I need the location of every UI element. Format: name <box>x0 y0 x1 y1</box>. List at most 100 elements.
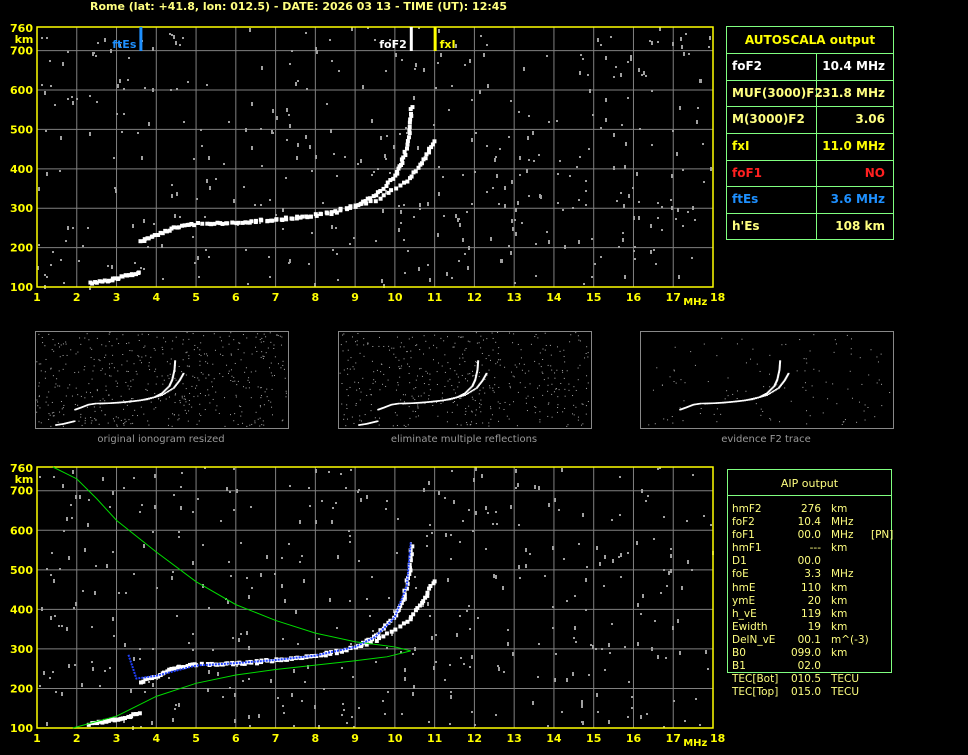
noise-point <box>386 500 388 502</box>
noise-point <box>269 276 271 278</box>
noise-point <box>141 333 143 335</box>
noise-point <box>260 573 262 577</box>
noise-point <box>271 406 273 408</box>
trace-point <box>782 380 785 383</box>
noise-point <box>87 523 89 527</box>
aip-cell: 20 <box>807 594 821 607</box>
noise-point <box>468 509 470 511</box>
noise-point <box>703 515 705 517</box>
noise-point <box>246 631 248 635</box>
noise-point <box>273 347 275 349</box>
noise-point <box>721 337 723 339</box>
noise-point <box>881 405 883 407</box>
trace-point <box>409 552 414 557</box>
noise-point <box>467 373 469 375</box>
noise-point <box>339 372 341 374</box>
trace-point <box>438 400 441 402</box>
noise-point <box>539 421 541 423</box>
noise-point <box>381 363 383 365</box>
noise-point <box>234 693 236 697</box>
trace-point <box>103 402 106 405</box>
noise-point <box>179 44 181 46</box>
trace-point <box>395 169 400 174</box>
noise-point <box>482 339 484 341</box>
noise-point <box>640 715 642 719</box>
aip-cell: Ewidth <box>732 620 768 633</box>
trace-point <box>169 383 172 386</box>
trace-point <box>402 149 407 154</box>
noise-point <box>182 383 184 385</box>
noise-point <box>566 678 568 682</box>
trace-point <box>218 221 223 226</box>
noise-point <box>492 187 494 189</box>
trace-point <box>436 400 439 402</box>
param-value: NO <box>864 165 885 180</box>
noise-point <box>353 368 355 370</box>
noise-point <box>199 392 201 394</box>
noise-point <box>479 406 481 408</box>
x-tick-label: 5 <box>192 291 200 304</box>
noise-point <box>40 422 42 424</box>
noise-point <box>633 216 635 220</box>
aip-cell: --- <box>809 542 821 555</box>
noise-point <box>65 341 67 343</box>
noise-point <box>359 415 361 417</box>
noise-point <box>475 409 477 411</box>
noise-point <box>846 334 848 336</box>
noise-point <box>95 565 97 567</box>
trace-point <box>484 373 487 376</box>
noise-point <box>475 332 477 334</box>
noise-point <box>811 385 813 387</box>
noise-point <box>403 346 405 348</box>
noise-point <box>566 370 568 372</box>
x-tick-label: 18 <box>710 291 725 304</box>
noise-point <box>437 62 439 64</box>
noise-point <box>171 425 173 427</box>
noise-point <box>444 385 446 387</box>
trace-point <box>385 180 390 185</box>
aip-cell: [PN] <box>871 529 894 542</box>
noise-point <box>428 721 430 723</box>
noise-point <box>130 689 132 693</box>
noise-point <box>176 615 178 617</box>
noise-point <box>63 282 65 284</box>
trace-point <box>172 372 175 375</box>
noise-point <box>271 388 273 390</box>
noise-point <box>401 59 403 61</box>
noise-point <box>276 116 278 120</box>
trace-point <box>294 216 299 221</box>
noise-point <box>160 400 162 402</box>
noise-point <box>521 222 523 224</box>
noise-point <box>415 379 417 381</box>
noise-point <box>36 411 38 413</box>
noise-point <box>459 615 461 617</box>
trace-point <box>474 379 477 381</box>
noise-point <box>377 168 379 170</box>
noise-point <box>806 423 808 425</box>
noise-point <box>315 469 317 473</box>
noise-point <box>176 88 178 90</box>
noise-point <box>197 256 199 260</box>
trace-point <box>754 397 757 400</box>
noise-point <box>65 343 67 345</box>
x-tick-label: 1 <box>33 732 41 745</box>
noise-point <box>255 336 257 338</box>
noise-point <box>477 617 479 619</box>
trace-point <box>402 592 407 597</box>
noise-point <box>457 376 459 378</box>
x-tick-label: 17 <box>666 291 681 304</box>
noise-point <box>752 348 754 350</box>
noise-point <box>416 344 418 346</box>
trace-point <box>164 229 169 234</box>
noise-point <box>410 350 412 352</box>
trace-point <box>405 581 410 586</box>
noise-point <box>384 713 386 715</box>
noise-point <box>396 424 398 426</box>
noise-point <box>38 382 40 384</box>
noise-point <box>248 381 250 383</box>
noise-point <box>367 342 369 344</box>
trace-point <box>476 370 479 372</box>
trace-point <box>421 401 424 404</box>
noise-point <box>483 53 485 57</box>
noise-point <box>175 704 177 706</box>
